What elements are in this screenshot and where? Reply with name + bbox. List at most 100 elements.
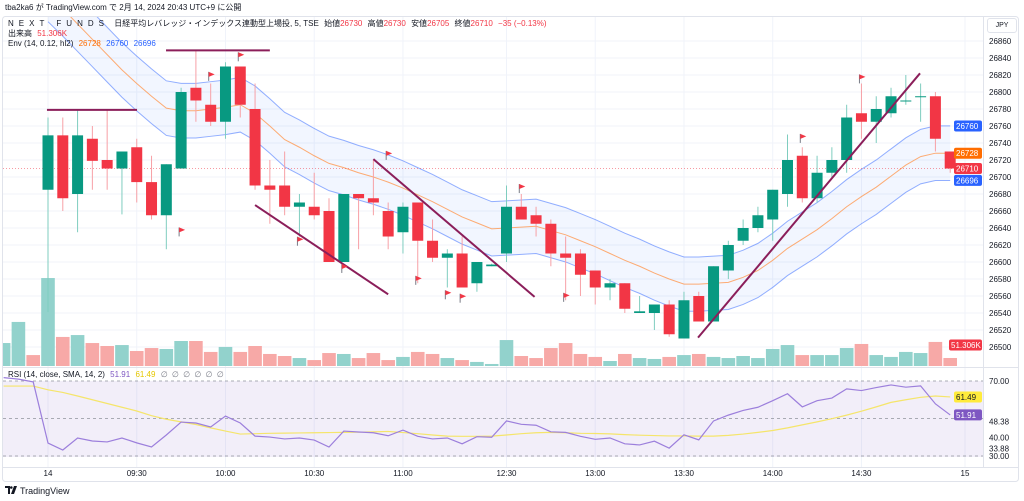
candle-body	[279, 185, 291, 207]
candle[interactable]	[796, 147, 808, 203]
candle[interactable]	[500, 185, 512, 263]
candle[interactable]	[693, 291, 705, 322]
candle[interactable]	[367, 160, 379, 216]
candle[interactable]	[589, 270, 601, 305]
candle-body	[782, 160, 793, 194]
candle[interactable]	[767, 189, 779, 241]
symbol-legend[interactable]: NEXT FUNDS 日経平均レバレッジ・インデックス連動型上場投, 5, TS…	[8, 19, 550, 28]
candle[interactable]	[619, 283, 631, 313]
candle[interactable]	[737, 219, 749, 246]
flag-icon[interactable]	[385, 150, 393, 160]
flag-icon[interactable]	[444, 290, 452, 300]
candle[interactable]	[382, 202, 394, 250]
candle[interactable]	[175, 87, 187, 169]
candle[interactable]	[708, 266, 720, 322]
candle[interactable]	[634, 296, 646, 313]
flag-icon[interactable]	[208, 71, 215, 81]
candle[interactable]	[101, 109, 113, 190]
candle[interactable]	[57, 117, 69, 212]
candle[interactable]	[870, 96, 882, 143]
candle[interactable]	[264, 160, 276, 224]
candle[interactable]	[722, 240, 734, 279]
envelope-mid-value: 26728	[78, 39, 101, 48]
candle[interactable]	[338, 194, 350, 262]
candle[interactable]	[293, 194, 305, 237]
candle[interactable]	[146, 155, 158, 220]
rsi-tick-label: 70.00	[989, 377, 1010, 386]
candle[interactable]	[234, 66, 246, 118]
trendline[interactable]	[697, 72, 921, 339]
candle[interactable]	[678, 291, 690, 339]
rsi-legend[interactable]: RSI (14, close, SMA, 14, 2) 51.91 61.49 …	[8, 370, 226, 379]
candle[interactable]	[42, 117, 54, 313]
flag-icon[interactable]	[858, 74, 866, 84]
flag-icon[interactable]	[341, 263, 348, 273]
price-axis[interactable]: 26860 26840 26820 26800 26780 26760 26740 26720…	[989, 37, 1012, 352]
candle-body	[574, 253, 586, 275]
time-axis[interactable]: 14 09:30 10:00 10:30 11:00 12:30 13:00 13:30 14:…	[44, 469, 970, 478]
candle[interactable]	[323, 198, 335, 262]
candle[interactable]	[855, 83, 867, 139]
candle-body	[678, 300, 690, 339]
candle[interactable]	[530, 206, 542, 237]
candle[interactable]	[915, 83, 927, 122]
volume-label: 出来高	[8, 29, 32, 38]
flag-icon[interactable]	[178, 227, 186, 237]
candle[interactable]	[885, 87, 897, 118]
flag-icon[interactable]	[296, 236, 304, 246]
candlestick-series[interactable]	[42, 49, 956, 339]
trendline[interactable]	[254, 204, 389, 296]
candle[interactable]	[86, 126, 98, 190]
candle[interactable]	[72, 109, 84, 233]
candle[interactable]	[279, 151, 291, 216]
volume-bar	[632, 358, 647, 366]
candle[interactable]	[648, 304, 660, 331]
currency-button[interactable]: JPY	[987, 18, 1017, 33]
candle[interactable]	[412, 202, 424, 284]
drawings[interactable]	[46, 49, 921, 339]
candle[interactable]	[604, 279, 616, 301]
candle[interactable]	[205, 83, 217, 127]
candle[interactable]	[471, 262, 483, 292]
candle[interactable]	[427, 219, 439, 263]
volume-bar	[499, 340, 514, 366]
candle[interactable]	[219, 62, 231, 139]
candle[interactable]	[515, 194, 527, 220]
candle[interactable]	[456, 236, 468, 288]
candle[interactable]	[116, 151, 128, 215]
candle[interactable]	[131, 138, 143, 203]
candle[interactable]	[545, 219, 557, 267]
volume-bar	[618, 353, 632, 366]
flag-icon[interactable]	[563, 292, 570, 302]
candle[interactable]	[929, 92, 941, 152]
candle[interactable]	[574, 249, 586, 296]
tradingview-logo[interactable]: TradingView	[5, 486, 70, 496]
flag-icon[interactable]	[415, 275, 422, 285]
candle[interactable]	[944, 151, 956, 173]
flag-icon[interactable]	[459, 293, 467, 303]
candle[interactable]	[826, 147, 838, 177]
candle[interactable]	[308, 172, 320, 220]
candle[interactable]	[397, 202, 409, 254]
candle[interactable]	[441, 249, 453, 288]
candle[interactable]	[160, 164, 172, 250]
candle[interactable]	[353, 194, 365, 250]
envelope-legend[interactable]: Env (14, 0.12, hl2) 26728 26760 26696	[8, 39, 159, 48]
candle[interactable]	[486, 263, 498, 267]
open-value: 26730	[340, 19, 363, 28]
candle[interactable]	[752, 206, 764, 233]
candle[interactable]	[190, 49, 202, 122]
trendline[interactable]	[372, 158, 536, 298]
candle[interactable]	[663, 300, 675, 337]
candle[interactable]	[782, 134, 793, 207]
flag-icon[interactable]	[518, 184, 526, 194]
flag-icon[interactable]	[237, 52, 245, 62]
volume-legend[interactable]: 出来高 51.306K	[8, 29, 70, 38]
high-value: 26730	[383, 19, 406, 28]
candle[interactable]	[560, 236, 572, 301]
price-tick-label: 26500	[989, 343, 1012, 352]
candle[interactable]	[249, 83, 261, 190]
flag-icon[interactable]	[799, 133, 807, 143]
